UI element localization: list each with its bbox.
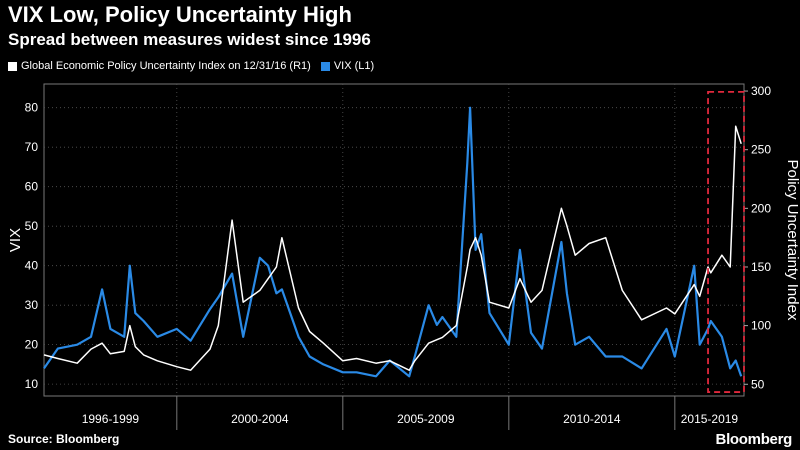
y-left-tick-label: 30: [25, 298, 39, 312]
y-left-tick-label: 20: [25, 338, 39, 352]
x-tick-label: 2005-2009: [397, 412, 455, 426]
y-left-tick-label: 70: [25, 140, 39, 154]
x-tick-label: 2015-2019: [681, 412, 739, 426]
series-line-epu: [43, 125, 742, 371]
y-right-tick-label: 250: [751, 143, 771, 157]
series-line-vix: [43, 106, 743, 378]
y-right-tick-label: 150: [751, 260, 771, 274]
y-left-tick-label: 80: [25, 101, 39, 115]
legend-item-epu: Global Economic Policy Uncertainty Index…: [8, 60, 311, 72]
chart-subtitle: Spread between measures widest since 199…: [8, 30, 371, 49]
y-right-axis-label: Policy Uncertainty Index: [784, 160, 800, 321]
y-left-tick-label: 40: [25, 259, 39, 273]
source-note: Source: Bloomberg: [8, 432, 120, 446]
bloomberg-logo: Bloomberg: [715, 431, 793, 448]
y-left-tick-label: 10: [25, 377, 39, 391]
y-right-tick-label: 100: [751, 319, 771, 333]
legend-swatch-epu: [8, 61, 17, 71]
y-left-tick-label: 50: [25, 219, 39, 233]
highlight-box: [707, 90, 745, 393]
legend-item-vix: VIX (L1): [320, 60, 375, 72]
chart-title: VIX Low, Policy Uncertainty High: [8, 2, 352, 27]
y-right-tick-label: 50: [751, 377, 765, 391]
chart-legend: Global Economic Policy Uncertainty Index…: [8, 60, 374, 72]
x-tick-label: 1996-1999: [82, 412, 140, 426]
y-right-tick-label: 300: [751, 84, 771, 98]
y-left-axis-label: VIX: [7, 228, 24, 252]
y-right-tick-label: 200: [751, 201, 771, 215]
legend-swatch-vix: [320, 61, 330, 71]
x-tick-label: 2010-2014: [563, 412, 621, 426]
y-left-tick-label: 60: [25, 180, 39, 194]
legend-label-epu: Global Economic Policy Uncertainty Index…: [21, 60, 311, 72]
plot-frame: [43, 83, 745, 397]
legend-label-vix: VIX (L1): [333, 60, 375, 72]
x-tick-label: 2000-2004: [231, 412, 289, 426]
